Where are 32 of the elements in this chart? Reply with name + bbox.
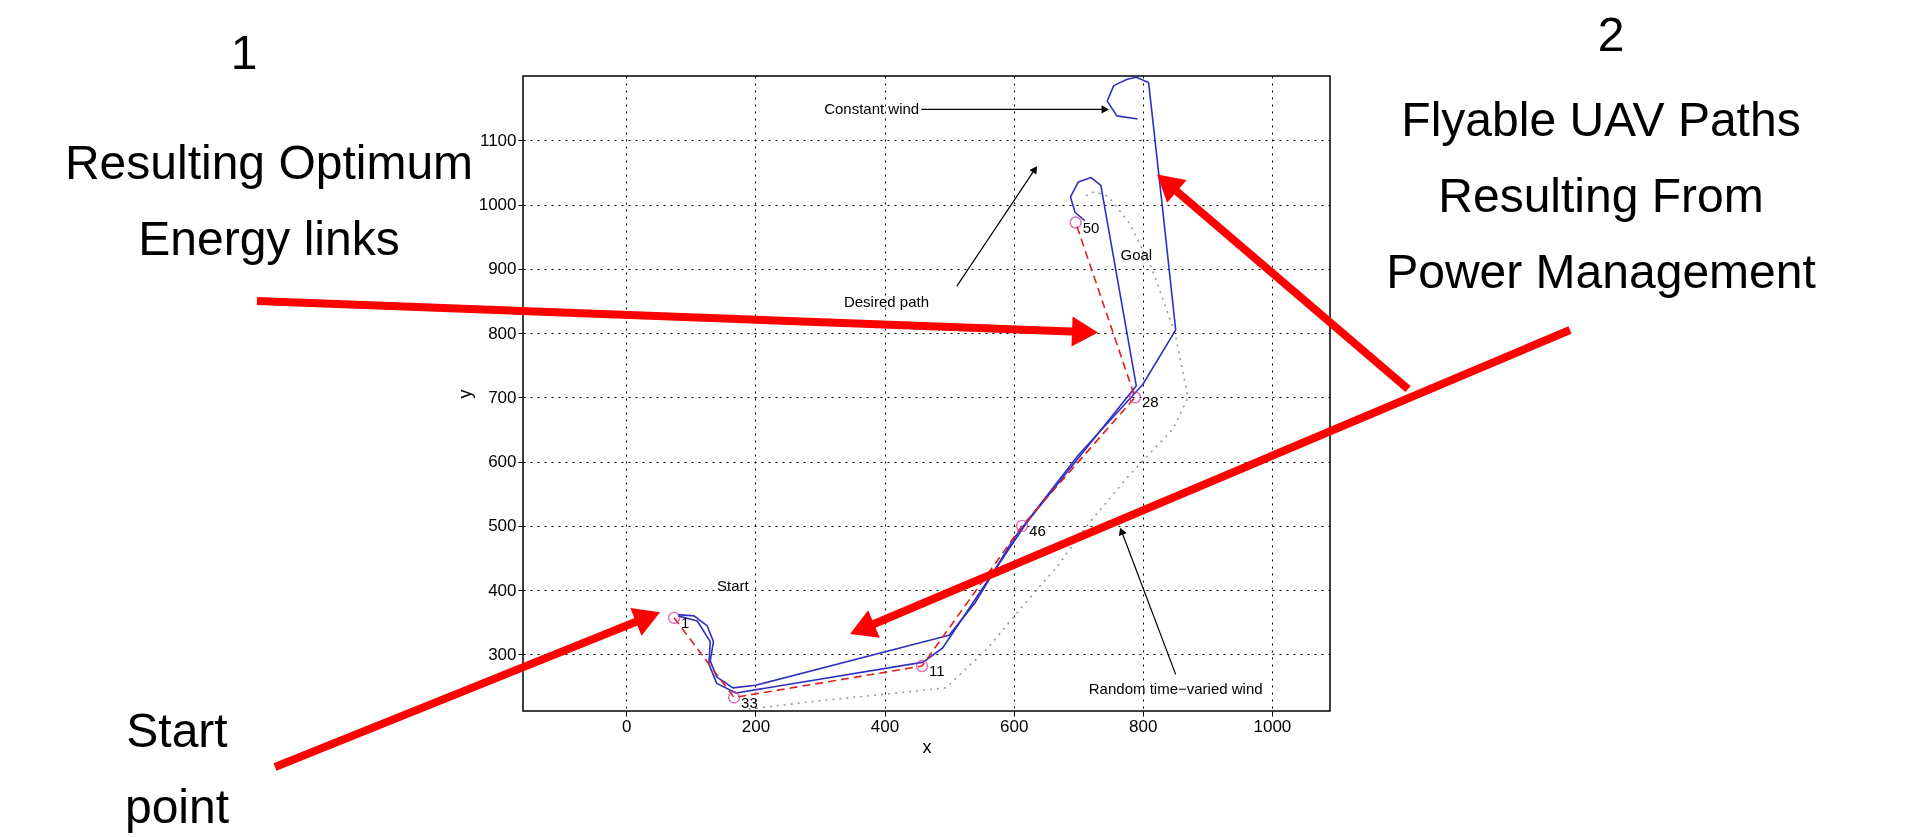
- x-tick-label: 0: [622, 716, 632, 736]
- y-tick-label: 800: [488, 323, 517, 343]
- x-tick-label: 1000: [1253, 716, 1292, 736]
- annotation: Random time−varied wind: [1088, 680, 1263, 698]
- annotation: 46: [1029, 521, 1046, 539]
- y-tick-label: 700: [488, 387, 517, 407]
- y-tick-label: 900: [488, 259, 517, 279]
- text: Resulting Optimum Energy links: [64, 136, 474, 265]
- annotation: 1: [681, 613, 690, 631]
- annotation: Constant wind: [824, 100, 920, 118]
- y-tick-label: 500: [488, 516, 517, 536]
- annotation: Goal: [1120, 245, 1153, 263]
- y-axis-title: y: [454, 389, 475, 399]
- text: 2: [1597, 8, 1625, 61]
- x-tick-label: 400: [870, 716, 900, 736]
- x-tick-label: 800: [1129, 716, 1158, 736]
- y-tick-label: 400: [488, 580, 517, 600]
- text: Flyable UAV Paths Resulting From Power Management: [1386, 93, 1816, 298]
- text: 1: [230, 26, 258, 79]
- text: Start point: [124, 704, 230, 833]
- y-tick-label: 600: [488, 452, 517, 472]
- annotation: 50: [1082, 218, 1100, 236]
- annotation: Desired path: [843, 293, 929, 311]
- y-tick-label: 1100: [479, 130, 517, 150]
- annotation: 11: [928, 662, 945, 680]
- y-tick-label: 300: [488, 644, 517, 664]
- x-axis-title: x: [922, 736, 932, 757]
- annotation: Start: [716, 576, 750, 594]
- y-tick-label: 1000: [478, 195, 517, 215]
- x-tick-label: 600: [999, 716, 1029, 736]
- x-tick-label: 200: [741, 716, 771, 736]
- annotation: 33: [741, 693, 758, 711]
